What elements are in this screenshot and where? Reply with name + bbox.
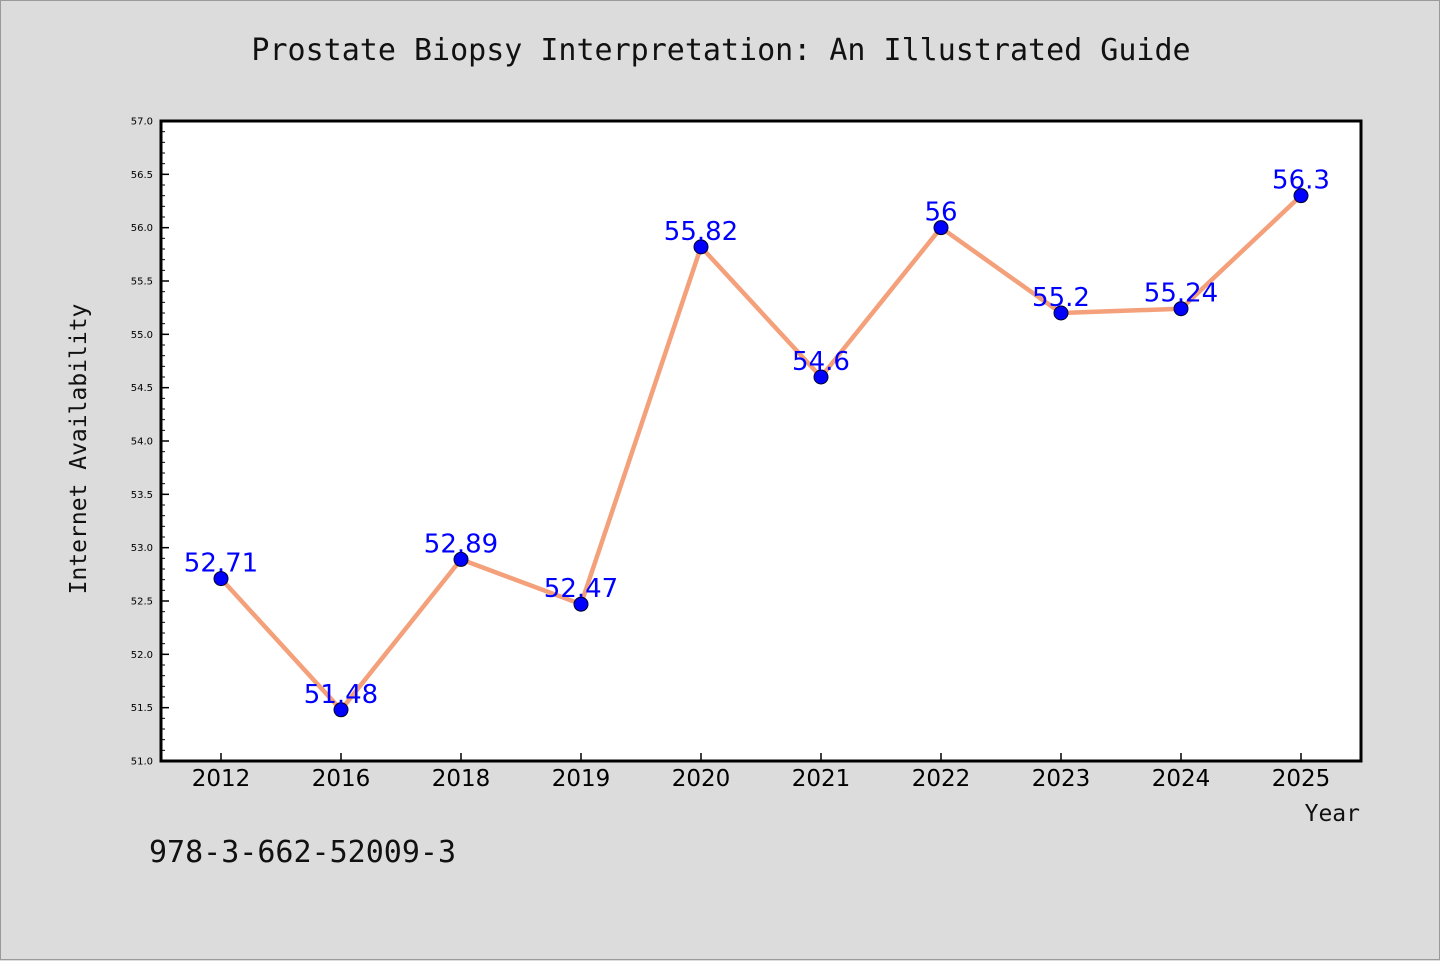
x-tick-label: 2016: [312, 766, 371, 792]
x-tick-label: 2025: [1272, 766, 1331, 792]
data-point: [933, 220, 949, 236]
data-label: 54.6: [792, 347, 850, 377]
x-tick-label: 2019: [552, 766, 611, 792]
y-tick-label: 53.5: [131, 490, 153, 501]
y-tick-label: 56.0: [131, 223, 153, 234]
x-tick-label: 2018: [432, 766, 491, 792]
chart-title: Prostate Biopsy Interpretation: An Illus…: [251, 33, 1191, 68]
y-axis-label: Internet Availability: [66, 304, 92, 595]
x-tick-label: 2020: [672, 766, 731, 792]
y-tick-label: 51.0: [131, 757, 153, 768]
data-point: [573, 596, 589, 612]
data-point: [813, 369, 829, 385]
data-point: [213, 571, 229, 587]
x-axis-ticks: 2012 2016 2018 2019 2020 2021 2022 2023 2024 2025: [192, 753, 1331, 792]
data-point: [1053, 305, 1069, 321]
x-tick-label: 2023: [1032, 766, 1091, 792]
data-label: 55.82: [664, 217, 738, 247]
x-tick-label: 2024: [1152, 766, 1211, 792]
data-label: 51.48: [304, 680, 378, 710]
data-point: [453, 551, 469, 567]
data-label: 52.89: [424, 529, 498, 559]
x-tick-label: 2021: [792, 766, 851, 792]
y-tick-label: 55.5: [131, 277, 153, 288]
data-label: 55.24: [1144, 279, 1218, 309]
x-tick-label: 2022: [912, 766, 971, 792]
data-point: [333, 702, 349, 718]
data-label: 55.2: [1032, 283, 1090, 313]
x-tick-label: 2012: [192, 766, 251, 792]
y-tick-label: 52.5: [131, 597, 153, 608]
data-point: [1173, 301, 1189, 317]
series-markers: [213, 188, 1309, 718]
y-tick-label: 52.0: [131, 650, 153, 661]
plot-area: [161, 121, 1361, 761]
y-tick-label: 51.5: [131, 703, 153, 714]
y-tick-label: 57.0: [131, 117, 153, 128]
y-tick-label: 56.5: [131, 170, 153, 181]
data-point: [693, 239, 709, 255]
y-tick-label: 55.0: [131, 330, 153, 341]
series-line: [218, 193, 1304, 713]
y-tick-label: 54.5: [131, 383, 153, 394]
plot-border: [159, 119, 1363, 763]
data-label: 56.3: [1272, 166, 1330, 196]
data-label: 52.47: [544, 574, 618, 604]
y-tick-label: 54.0: [131, 437, 153, 448]
isbn-label: 978-3-662-52009-3: [149, 835, 457, 870]
data-point: [1293, 188, 1309, 204]
x-axis-label: Year: [1305, 801, 1360, 827]
data-labels: 52.71 51.48 52.89 52.47 55.82 54.6 56 55.2 55.24…: [184, 166, 1330, 710]
y-tick-label: 53.0: [131, 543, 153, 554]
data-label: 56: [924, 198, 957, 228]
data-label: 52.71: [184, 549, 258, 579]
